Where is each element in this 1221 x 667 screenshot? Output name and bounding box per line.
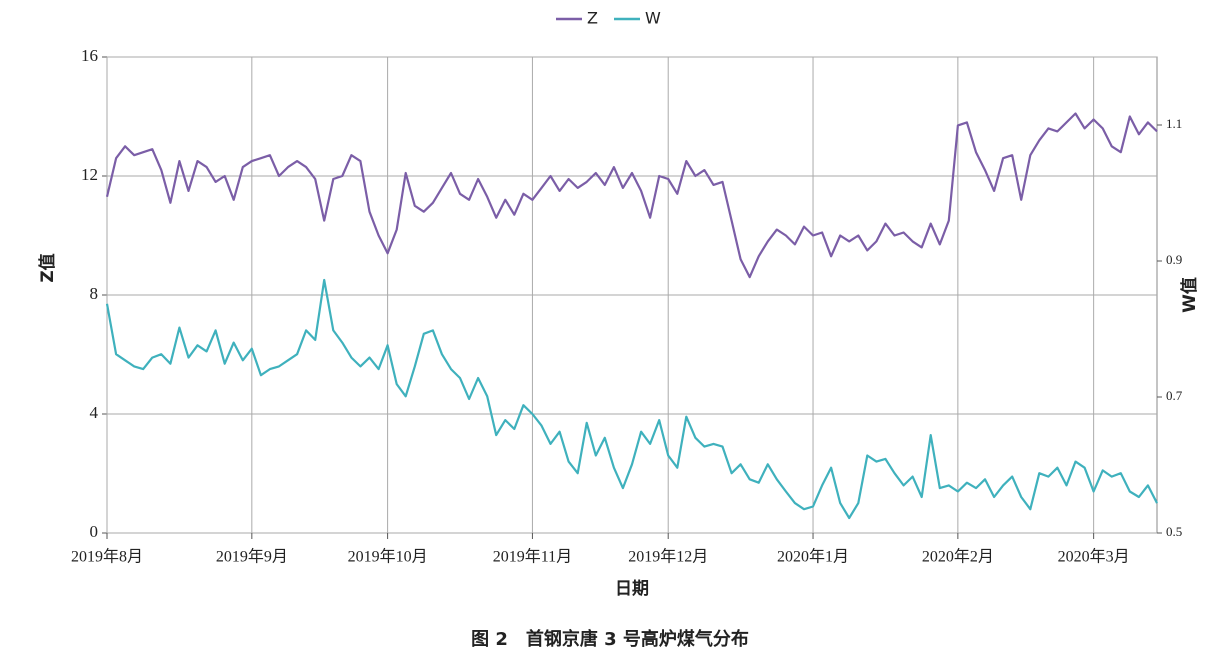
x-tick-label: 2019年8月 (71, 548, 143, 566)
legend-label: Z (587, 9, 598, 28)
x-tick-label: 2020年1月 (777, 548, 849, 566)
x-tick-label: 2019年9月 (216, 548, 288, 566)
y-tick-label: 12 (81, 165, 98, 184)
x-tick-label: 2020年2月 (922, 548, 994, 566)
y-axis-label: Z值 (37, 253, 58, 282)
x-tick-label: 2020年3月 (1058, 548, 1130, 566)
y2-tick-label: 0.5 (1166, 524, 1182, 539)
y2-tick-label: 0.9 (1166, 252, 1182, 267)
y-tick-label: 4 (90, 403, 99, 422)
y-tick-label: 0 (90, 522, 99, 541)
y-tick-label: 8 (90, 284, 99, 303)
series-line (105, 112, 1158, 279)
x-axis-label: 日期 (615, 579, 649, 599)
y2-tick-label: 1.1 (1166, 116, 1182, 131)
y-tick-label: 16 (81, 46, 98, 65)
legend-label: W (645, 9, 661, 28)
series-line (105, 278, 1158, 520)
x-tick-label: 2019年12月 (628, 548, 708, 566)
y2-tick-label: 0.7 (1166, 388, 1183, 403)
x-tick-label: 2019年11月 (493, 548, 572, 566)
caption: 图 2 首钢京唐 3 号高炉煤气分布 (471, 628, 749, 650)
y2-axis-label: W值 (1179, 277, 1200, 313)
x-tick-label: 2019年10月 (348, 548, 428, 566)
